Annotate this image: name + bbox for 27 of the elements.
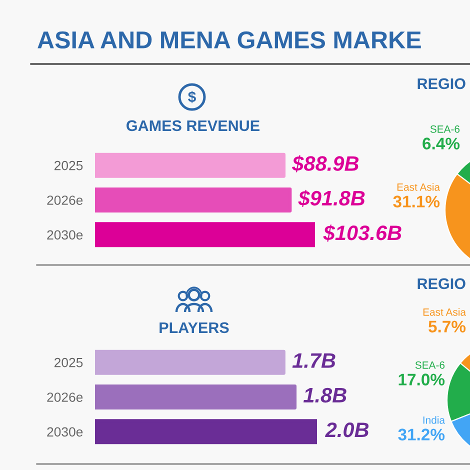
y-tick-label: 2026e bbox=[47, 392, 83, 402]
y-tick-label: 2030e bbox=[47, 427, 83, 437]
chart-title: REGIO bbox=[418, 78, 466, 90]
data-label: 1.7B bbox=[292, 353, 336, 368]
data-label: $103.6B bbox=[323, 224, 402, 242]
text: ASIA AND MENA GAMES MARKE bbox=[38, 31, 421, 49]
data-label: $91.8B bbox=[298, 190, 365, 207]
y-tick-label: 2030e bbox=[47, 230, 83, 240]
chart-title: PLAYERS bbox=[160, 322, 229, 334]
slice-label: SEA-6 bbox=[415, 361, 445, 369]
slice-label: East Asia bbox=[397, 183, 440, 191]
data-label: $88.9B bbox=[292, 155, 359, 172]
y-tick-label: 2025 bbox=[54, 160, 83, 170]
data-label: 17.0% bbox=[398, 374, 445, 386]
chart-title: REGIO bbox=[418, 278, 466, 290]
data-label: 31.2% bbox=[398, 428, 445, 440]
slice-label: India bbox=[423, 416, 445, 424]
data-label: 1.8B bbox=[303, 388, 346, 403]
data-label: 2.0B bbox=[325, 422, 369, 438]
y-tick-label: 2026e bbox=[47, 196, 83, 205]
slice-label: SEA-6 bbox=[430, 125, 460, 133]
data-label: 5.7% bbox=[428, 320, 466, 332]
y-tick-label: 2025 bbox=[54, 358, 83, 368]
slice-label: East Asia bbox=[423, 308, 466, 316]
data-label: 6.4% bbox=[422, 138, 460, 150]
chart-title: GAMES REVENUE bbox=[126, 120, 260, 132]
data-label: 31.1% bbox=[393, 196, 440, 208]
